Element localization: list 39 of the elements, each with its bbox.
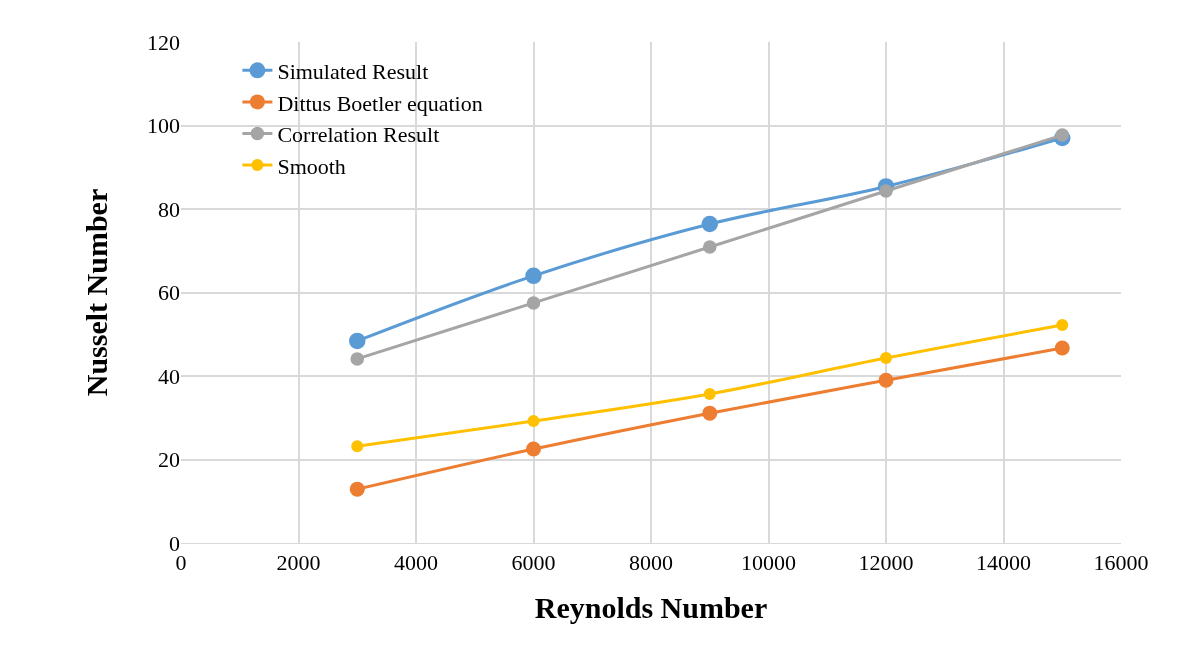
y-axis-title: Nusselt Number [80,188,113,397]
point [878,372,894,388]
y-tick-label: 0 [169,530,180,556]
point [702,405,718,421]
x-tick-label: 6000 [511,550,556,576]
y-tick-label: 80 [158,196,180,222]
x-tick-label: 12000 [858,550,914,576]
x-tick-label: 2000 [276,550,321,576]
legend-label: Dittus Boetler equation [277,90,483,116]
y-tick-label: 20 [158,447,180,473]
x-tick-label: 16000 [1093,550,1149,576]
point [1054,340,1070,356]
point [525,267,542,285]
y-tick-label: 40 [158,363,180,389]
point [526,296,541,310]
x-tick-label: 8000 [629,550,673,576]
point [880,352,892,365]
x-axis-title: Reynolds Number [534,590,768,624]
x-tick-label: 14000 [976,550,1031,576]
point [1056,319,1069,332]
x-tick-label: 10000 [741,550,796,576]
point [351,440,364,453]
y-tick-label: 60 [158,280,180,306]
y-tick-label: 120 [147,29,180,55]
legend-label: Correlation Result [277,122,440,148]
point [703,387,716,400]
point [349,332,366,350]
point [703,240,717,254]
legend-label: Smooth [277,153,346,179]
y-tick-label: 100 [147,113,180,139]
point [349,481,365,497]
point [350,352,364,366]
point [527,415,540,428]
legend-label: Simulated Result [277,58,429,84]
point [526,441,541,457]
x-tick-label: 4000 [394,550,438,576]
point [879,184,893,198]
point [701,215,718,233]
point [1055,128,1069,142]
